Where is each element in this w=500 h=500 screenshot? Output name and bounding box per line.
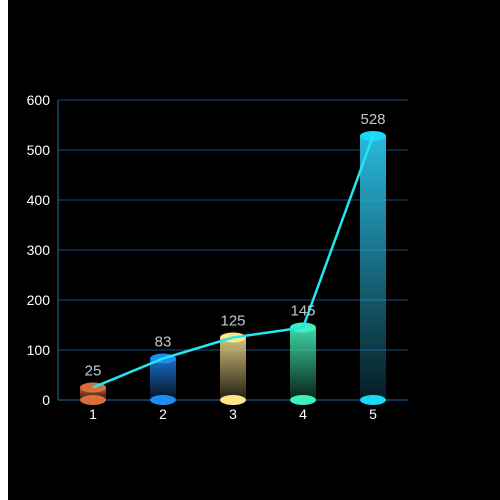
labels: 25 1 83 2 125 3 145 4 528 5: [85, 111, 386, 422]
y-tick-label: 300: [27, 242, 51, 258]
data-label: 25: [85, 363, 102, 380]
gridlines: [58, 99, 408, 351]
data-label: 125: [220, 313, 245, 330]
data-label: 145: [290, 303, 315, 320]
trend-line: [92, 135, 375, 389]
bars: [80, 131, 386, 405]
bar: [360, 136, 386, 400]
y-tick-label: 200: [27, 292, 51, 308]
y-tick-label: 500: [27, 142, 51, 158]
data-label: 83: [155, 334, 172, 351]
bar: [150, 358, 176, 400]
bar: [220, 337, 246, 400]
bar-base-cap: [80, 395, 106, 405]
x-tick-label: 1: [89, 406, 97, 422]
x-tick-label: 2: [159, 406, 167, 422]
combo-bar-line-chart: 0 100 200 300 400 500 600 25 1 83 2 125 3 145 4 528 5: [27, 92, 408, 422]
bar: [290, 327, 316, 400]
x-tick-label: 5: [369, 406, 377, 422]
bar-base-cap: [290, 395, 316, 405]
y-tick-label: 100: [27, 342, 51, 358]
y-tick-label: 0: [42, 392, 50, 408]
bar-base-cap: [360, 395, 386, 405]
bar-base-cap: [220, 395, 246, 405]
bar-base-cap: [150, 395, 176, 405]
y-tick-label: 600: [27, 92, 51, 108]
data-label: 528: [360, 111, 385, 128]
y-tick-label: 400: [27, 192, 51, 208]
line-series: [92, 135, 375, 389]
axes: 0 100 200 300 400 500 600: [27, 92, 408, 408]
chart-panel: 0 100 200 300 400 500 600 25 1 83 2 125 3 145 4 528 5: [8, 0, 500, 500]
x-tick-label: 4: [299, 406, 307, 422]
x-tick-label: 3: [229, 406, 237, 422]
